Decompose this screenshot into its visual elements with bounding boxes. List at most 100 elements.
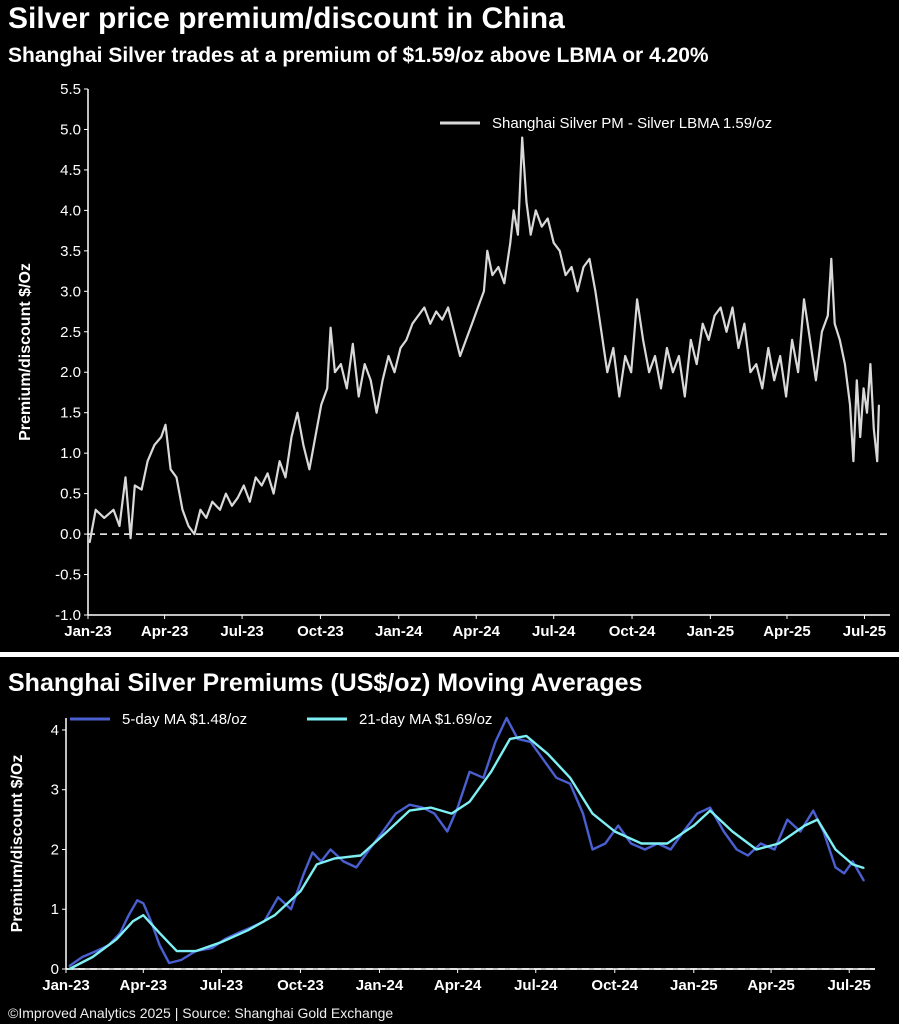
data-point [558, 249, 561, 252]
x-tick-label: Apr-25 [747, 977, 795, 994]
data-point [68, 965, 71, 967]
data-point [303, 872, 305, 875]
data-point [821, 330, 823, 333]
data-point [540, 225, 543, 228]
data-point [570, 266, 573, 268]
y-tick-label: -0.5 [55, 567, 81, 584]
data-point [852, 460, 855, 463]
y-tick-label: 2.5 [60, 324, 81, 341]
y-tick-label: 0.0 [60, 526, 81, 543]
data-point [576, 290, 579, 293]
data-point [411, 322, 414, 325]
x-tick-label: Oct-24 [591, 977, 638, 994]
x-tick-label: Jan-23 [42, 977, 90, 994]
chart-subtitle: Shanghai Silver trades at a premium of $… [8, 44, 709, 67]
x-tick-label: Jul-23 [220, 623, 263, 640]
data-point [333, 857, 336, 860]
data-point [277, 896, 279, 899]
data-point [797, 371, 799, 374]
data-point [132, 920, 134, 923]
data-point [81, 956, 84, 958]
data-point [529, 233, 532, 236]
data-point [529, 741, 532, 743]
data-point [555, 776, 558, 779]
data-point [447, 306, 449, 309]
data-point [254, 476, 257, 479]
data-point [394, 812, 397, 815]
y-tick-label: 4 [51, 722, 59, 739]
y-tick-label: 5.0 [60, 121, 81, 138]
data-point [103, 517, 106, 519]
data-point [211, 947, 213, 949]
x-tick-label: Oct-23 [297, 623, 344, 640]
data-point [329, 326, 332, 329]
data-point [816, 818, 819, 821]
x-tick-label: Jan-25 [687, 623, 735, 640]
data-point [876, 460, 879, 463]
legend-label: 5-day MA $1.48/oz [122, 711, 247, 728]
data-point [497, 266, 500, 268]
data-point [465, 339, 467, 341]
data-point [755, 363, 758, 365]
data-point [517, 233, 519, 236]
x-tick-label: Jan-24 [356, 977, 404, 994]
data-point [630, 842, 632, 845]
data-point [737, 347, 740, 349]
data-point [127, 914, 130, 917]
data-point [290, 436, 293, 438]
data-point [696, 812, 699, 815]
data-point [94, 508, 97, 511]
data-point [812, 809, 815, 812]
data-point [669, 848, 672, 851]
data-point [591, 812, 594, 815]
data-point [386, 830, 389, 833]
data-point [872, 428, 875, 430]
data-point [617, 824, 620, 827]
data-point [509, 241, 512, 244]
data-point [180, 959, 183, 961]
data-point [381, 379, 384, 382]
data-point [582, 266, 585, 268]
data-point [594, 290, 597, 293]
legend-label: 21-day MA $1.69/oz [359, 711, 492, 728]
x-tick-label: Jan-24 [375, 623, 423, 640]
data-point [689, 339, 692, 341]
series-line-1 [88, 136, 880, 543]
data-point [866, 411, 868, 414]
data-point [290, 908, 292, 911]
data-point [767, 347, 770, 349]
data-point [855, 379, 858, 382]
data-point [588, 258, 591, 260]
data-point [743, 322, 746, 325]
data-point [272, 492, 275, 495]
data-point [220, 941, 223, 943]
data-point [236, 496, 239, 499]
legend-label: Shanghai Silver PM - Silver LBMA 1.59/oz [492, 115, 772, 132]
x-tick-label: Jul-23 [200, 977, 243, 994]
data-point [719, 306, 722, 309]
data-point [683, 395, 686, 398]
data-point [636, 298, 638, 301]
data-point [582, 812, 584, 815]
data-point [600, 330, 603, 333]
x-tick-label: Apr-23 [120, 977, 168, 994]
data-point [483, 290, 485, 293]
data-point [68, 968, 71, 970]
data-point [773, 848, 776, 851]
data-point [722, 830, 725, 833]
data-point [453, 330, 455, 333]
data-point [382, 830, 384, 833]
data-point [278, 460, 281, 463]
data-point [678, 355, 680, 357]
data-point [417, 314, 420, 317]
y-tick-label: 4.0 [60, 202, 81, 219]
data-point [446, 830, 449, 833]
data-point [486, 249, 489, 252]
y-tick-label: 1.5 [60, 405, 81, 422]
footer-source: ©Improved Analytics 2025 | Source: Shang… [8, 1005, 394, 1021]
y-tick-label: 0 [51, 961, 59, 978]
data-point [225, 492, 227, 495]
data-point [408, 809, 411, 812]
data-point [546, 753, 549, 755]
x-tick-label: Apr-24 [452, 623, 500, 640]
